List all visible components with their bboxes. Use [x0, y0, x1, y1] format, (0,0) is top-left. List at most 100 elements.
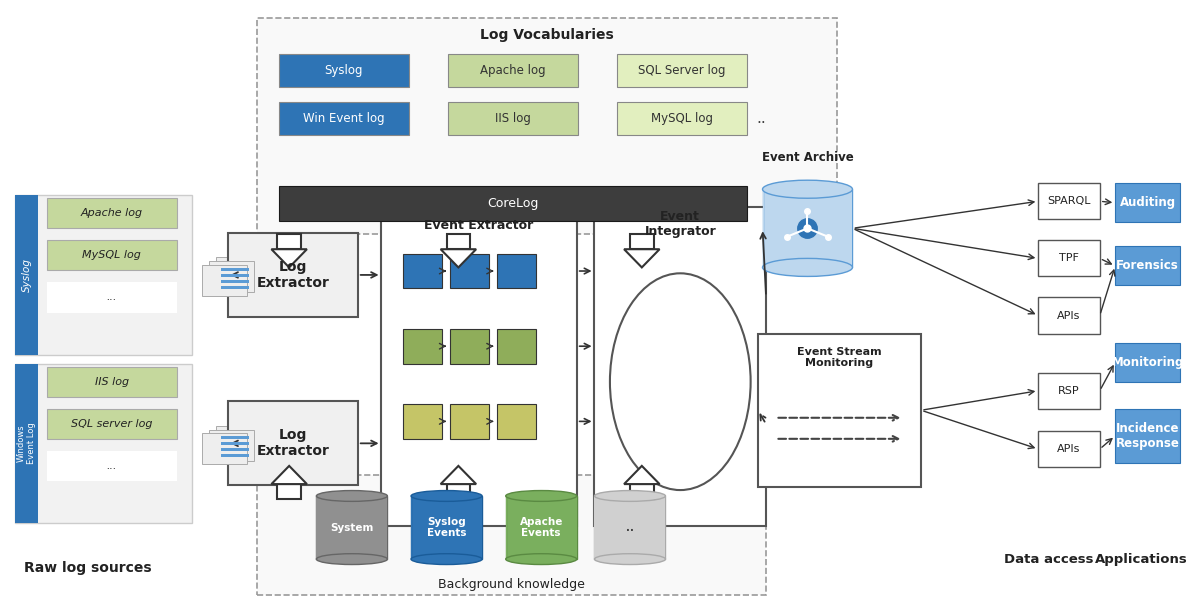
Bar: [1115, 183, 1181, 222]
Bar: [498, 254, 536, 288]
Bar: [47, 198, 176, 228]
Bar: [1038, 431, 1099, 467]
Ellipse shape: [594, 490, 666, 501]
Bar: [403, 329, 442, 364]
Bar: [594, 496, 666, 559]
Text: RSP: RSP: [1058, 385, 1080, 396]
Bar: [278, 186, 748, 221]
Bar: [498, 404, 536, 439]
Bar: [209, 430, 253, 461]
Ellipse shape: [762, 259, 852, 276]
Text: SPARQL: SPARQL: [1048, 196, 1091, 206]
Text: ...: ...: [107, 293, 116, 302]
Ellipse shape: [594, 554, 666, 565]
Bar: [216, 426, 260, 457]
Text: APIs: APIs: [1057, 311, 1081, 320]
Text: System: System: [330, 523, 373, 532]
Bar: [228, 401, 358, 486]
Polygon shape: [624, 466, 660, 484]
Bar: [450, 404, 490, 439]
Bar: [221, 454, 248, 457]
Bar: [757, 334, 922, 487]
Text: Log Vocabularies: Log Vocabularies: [480, 28, 614, 42]
Bar: [277, 484, 301, 499]
Polygon shape: [271, 249, 307, 268]
Text: ..: ..: [626, 523, 634, 532]
Text: Auditing: Auditing: [1120, 196, 1176, 209]
Bar: [382, 207, 577, 526]
Ellipse shape: [317, 554, 388, 565]
Bar: [1115, 246, 1181, 285]
Bar: [1115, 342, 1181, 382]
Text: Apache
Events: Apache Events: [520, 517, 563, 538]
Text: Event Extractor: Event Extractor: [425, 219, 534, 232]
Text: Log
Extractor: Log Extractor: [257, 260, 329, 290]
Text: Raw log sources: Raw log sources: [24, 561, 151, 575]
Text: Incidence
Response: Incidence Response: [1116, 422, 1180, 450]
Text: SQL server log: SQL server log: [71, 419, 152, 429]
Bar: [403, 254, 442, 288]
Bar: [228, 233, 358, 317]
Text: TPF: TPF: [1060, 253, 1079, 263]
Bar: [762, 189, 852, 268]
Ellipse shape: [505, 554, 577, 565]
Text: Apache log: Apache log: [80, 208, 143, 219]
Text: Event
Integrator: Event Integrator: [644, 210, 716, 238]
Bar: [221, 442, 248, 445]
Bar: [221, 268, 248, 271]
Text: APIs: APIs: [1057, 444, 1081, 454]
Text: Syslog
Events: Syslog Events: [427, 517, 467, 538]
Bar: [1038, 297, 1099, 334]
Text: ..: ..: [756, 111, 767, 126]
Bar: [450, 329, 490, 364]
Bar: [216, 257, 260, 289]
Ellipse shape: [412, 554, 482, 565]
Bar: [450, 254, 490, 288]
Bar: [1115, 409, 1181, 463]
Bar: [221, 280, 248, 283]
Bar: [202, 265, 246, 296]
Bar: [505, 496, 577, 559]
Bar: [257, 475, 766, 595]
Bar: [412, 496, 482, 559]
Bar: [446, 484, 470, 499]
Bar: [617, 102, 748, 135]
Polygon shape: [624, 249, 660, 268]
Ellipse shape: [505, 490, 577, 501]
Bar: [221, 274, 248, 277]
Text: Syslog: Syslog: [22, 258, 31, 292]
Polygon shape: [271, 466, 307, 484]
Bar: [277, 234, 301, 249]
Bar: [1038, 240, 1099, 276]
Text: Event Stream
Monitoring: Event Stream Monitoring: [797, 347, 882, 368]
Bar: [47, 367, 176, 397]
Text: SQL Server log: SQL Server log: [638, 64, 726, 77]
Bar: [498, 329, 536, 364]
Polygon shape: [440, 466, 476, 484]
Text: Syslog: Syslog: [324, 64, 362, 77]
Bar: [448, 54, 578, 87]
Text: IIS log: IIS log: [494, 112, 530, 125]
Text: Apache log: Apache log: [480, 64, 546, 77]
Bar: [278, 102, 409, 135]
Bar: [403, 404, 442, 439]
Text: MySQL log: MySQL log: [83, 250, 142, 260]
Text: Applications: Applications: [1094, 552, 1188, 566]
Text: IIS log: IIS log: [95, 377, 128, 387]
Text: Log
Extractor: Log Extractor: [257, 428, 329, 458]
Ellipse shape: [412, 490, 482, 501]
Text: Background knowledge: Background knowledge: [438, 578, 586, 591]
Bar: [209, 261, 253, 293]
Bar: [202, 433, 246, 464]
Bar: [278, 54, 409, 87]
Bar: [14, 195, 38, 354]
Bar: [47, 240, 176, 271]
Bar: [446, 234, 470, 249]
Bar: [47, 451, 176, 481]
Bar: [1038, 373, 1099, 409]
Bar: [47, 409, 176, 439]
Bar: [14, 195, 192, 354]
Text: Data access: Data access: [1004, 552, 1093, 566]
Bar: [317, 496, 388, 559]
Ellipse shape: [317, 490, 388, 501]
